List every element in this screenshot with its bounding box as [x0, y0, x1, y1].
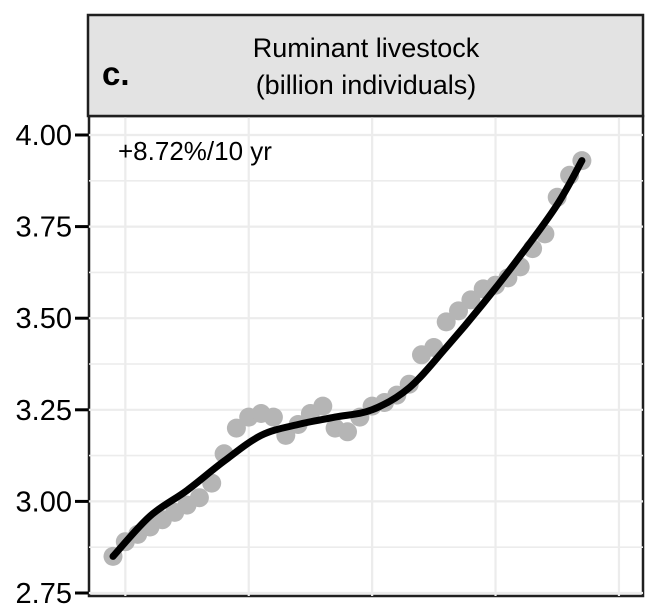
- y-tick-label: 3.50: [16, 303, 72, 335]
- scatter-point: [436, 312, 456, 332]
- scatter-point: [189, 488, 209, 508]
- scatter-point: [263, 407, 283, 427]
- trend-line: [109, 157, 586, 560]
- scatter-point: [226, 418, 246, 438]
- trend-rate-annotation: +8.72%/10 yr: [118, 136, 272, 166]
- y-tick-label: 2.75: [16, 578, 72, 610]
- y-tick-label: 3.75: [16, 212, 72, 244]
- scatter-point: [461, 290, 481, 310]
- scatter-point: [313, 396, 333, 416]
- y-axis-ticks: [75, 133, 88, 595]
- y-tick-label: 3.25: [16, 395, 72, 427]
- header-strip: [86, 13, 645, 118]
- gridlines: [89, 116, 643, 596]
- y-axis-tick-labels: 4.00 3.75 3.50 3.25 3.00 2.75: [16, 120, 72, 610]
- panel-letter: c.: [102, 55, 130, 92]
- scatter-point: [338, 422, 357, 442]
- panel-title-line2: (billion individuals): [256, 70, 477, 100]
- plot-area-border: [87, 114, 645, 598]
- scatter-point: [449, 301, 468, 321]
- y-tick-label: 3.00: [16, 486, 72, 518]
- panel-title-line1: Ruminant livestock: [253, 33, 480, 63]
- y-tick-label: 4.00: [16, 120, 72, 152]
